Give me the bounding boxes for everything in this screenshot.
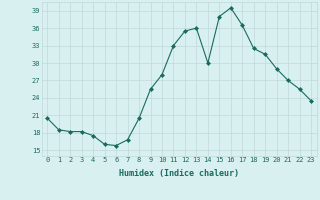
X-axis label: Humidex (Indice chaleur): Humidex (Indice chaleur) <box>119 169 239 178</box>
